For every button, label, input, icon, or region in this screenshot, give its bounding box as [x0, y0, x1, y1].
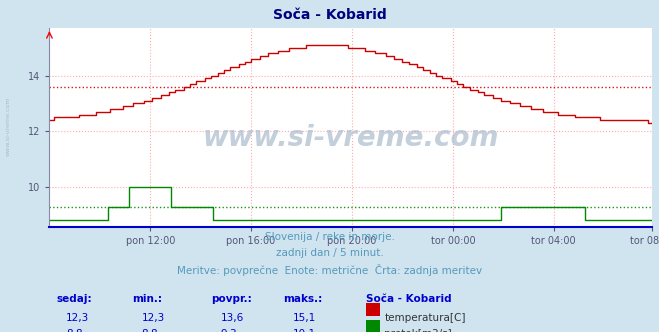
Text: 13,6: 13,6 — [221, 313, 244, 323]
Text: www.si-vreme.com: www.si-vreme.com — [203, 124, 499, 152]
Text: Slovenija / reke in morje.: Slovenija / reke in morje. — [264, 232, 395, 242]
Text: 15,1: 15,1 — [293, 313, 316, 323]
Text: 9,3: 9,3 — [221, 329, 237, 332]
Text: maks.:: maks.: — [283, 294, 323, 304]
Text: zadnji dan / 5 minut.: zadnji dan / 5 minut. — [275, 248, 384, 258]
Text: www.si-vreme.com: www.si-vreme.com — [5, 96, 11, 156]
Text: pretok[m3/s]: pretok[m3/s] — [384, 329, 452, 332]
Text: Soča - Kobarid: Soča - Kobarid — [273, 8, 386, 22]
Text: 12,3: 12,3 — [66, 313, 89, 323]
Text: povpr.:: povpr.: — [211, 294, 252, 304]
Text: sedaj:: sedaj: — [56, 294, 92, 304]
Text: 8,8: 8,8 — [142, 329, 158, 332]
Text: 10,1: 10,1 — [293, 329, 316, 332]
Text: 12,3: 12,3 — [142, 313, 165, 323]
Text: min.:: min.: — [132, 294, 162, 304]
Text: Soča - Kobarid: Soča - Kobarid — [366, 294, 451, 304]
Text: temperatura[C]: temperatura[C] — [384, 313, 466, 323]
Text: 8,8: 8,8 — [66, 329, 82, 332]
Text: Meritve: povprečne  Enote: metrične  Črta: zadnja meritev: Meritve: povprečne Enote: metrične Črta:… — [177, 264, 482, 276]
